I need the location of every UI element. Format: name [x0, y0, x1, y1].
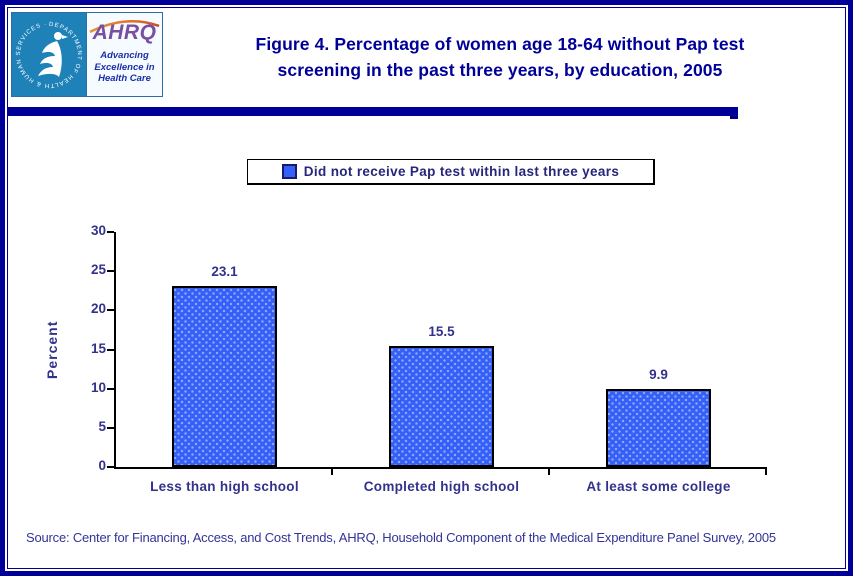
bar-value-label: 23.1	[211, 264, 238, 280]
legend-marker-icon	[281, 164, 297, 179]
ahrq-logo-panel: AHRQ Advancing Excellence in Health Care	[86, 13, 162, 96]
y-axis-tick-label: 20	[90, 301, 106, 317]
figure-title-line-2: screening in the past three years, by ed…	[277, 59, 723, 80]
x-axis-category-label: Less than high school	[150, 479, 299, 494]
x-axis-category-label: Completed high school	[363, 479, 520, 494]
y-axis-tick	[107, 466, 114, 468]
y-axis-tick	[107, 270, 114, 273]
y-axis-tick	[107, 231, 114, 233]
y-axis-tick-label: 5	[98, 418, 106, 434]
ahrq-tagline-line: Health Care	[98, 73, 151, 84]
y-axis-tick-label: 15	[90, 340, 106, 356]
legend-label: Did not receive Pap test within last thr…	[303, 164, 620, 179]
y-axis-tick	[107, 387, 114, 390]
y-axis-tick-label: 10	[90, 379, 106, 395]
figure-title: Figure 4. Percentage of women age 18-64 …	[175, 32, 825, 83]
bar-value-label: 15.5	[428, 323, 455, 339]
ahrq-tagline-line: Excellence in	[94, 61, 155, 73]
x-axis-category-label: At least some college	[586, 479, 731, 494]
bar-value-label: 9.9	[649, 367, 668, 383]
x-axis-tick	[331, 469, 333, 475]
y-axis-tick-label: 25	[90, 262, 106, 278]
ahrq-arc-icon	[89, 20, 160, 34]
y-axis-tick	[107, 309, 114, 312]
hhs-eagle-seal-icon: DEPARTMENT OF HEALTH & HUMAN SERVICES · …	[9, 9, 81, 88]
x-axis-tick	[765, 469, 767, 475]
bar-2	[389, 345, 494, 467]
y-axis-title: Percent	[44, 320, 60, 379]
x-axis-tick	[548, 469, 550, 475]
y-axis-tick-label: 0	[98, 458, 106, 473]
header-divider-bar	[8, 107, 738, 119]
plot-area: 0 5 10 15 20 25 30 23.1 Less than high school 15.…	[91, 223, 767, 494]
y-axis-tick	[107, 426, 114, 429]
ahrq-tagline-line: Advancing	[100, 50, 149, 61]
figure-title-line-1: Figure 4. Percentage of women age 18-64 …	[255, 34, 745, 54]
y-axis-tick	[107, 348, 114, 351]
bar-1	[172, 286, 277, 467]
hhs-ahrq-logo: DEPARTMENT OF HEALTH & HUMAN SERVICES · …	[9, 9, 163, 97]
ahrq-wordmark: AHRQ	[92, 21, 157, 44]
bar-3	[606, 389, 711, 467]
y-axis-tick-label: 30	[90, 223, 106, 238]
chart-legend: Did not receive Pap test within last thr…	[247, 159, 655, 185]
hhs-seal-panel: DEPARTMENT OF HEALTH & HUMAN SERVICES · …	[9, 9, 86, 96]
source-note: Source: Center for Financing, Access, an…	[26, 530, 776, 545]
ahrq-tagline: Advancing Excellence in Health Care	[87, 50, 162, 85]
